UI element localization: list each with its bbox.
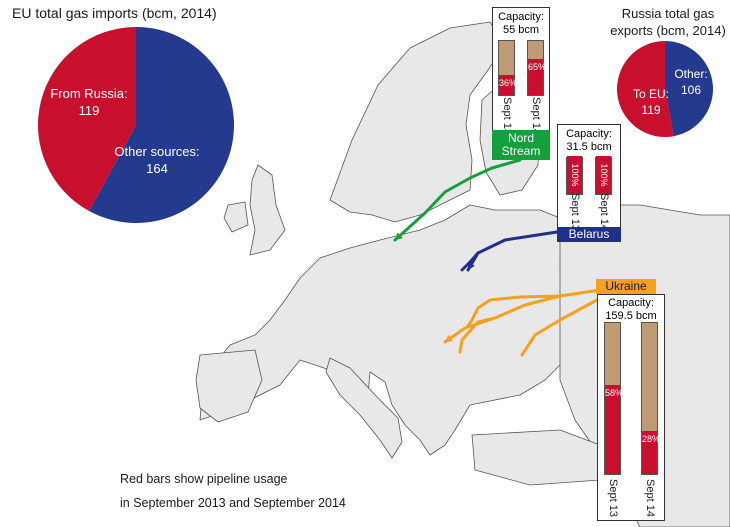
belarus-capacity-line1: Capacity: xyxy=(566,128,612,140)
nord-stream-panel: Capacity: 55 bcm 36% 65% Sept 13 Sept 14 xyxy=(492,7,550,154)
nord-stream-capacity-line2: 55 bcm xyxy=(502,24,540,36)
ukraine-panel: Capacity: 159.5 bcm 58% 28% Sept 13 Sept 1… xyxy=(597,294,665,521)
capacity-bar: 58% xyxy=(604,322,624,475)
usage-bar: 28% xyxy=(642,431,661,474)
ukraine-route-north xyxy=(466,294,562,328)
belarus-bars: 100% 100% xyxy=(566,156,612,195)
russia-eu-slice xyxy=(617,41,674,137)
russia-exports-pie xyxy=(617,41,714,137)
ukraine-route-south xyxy=(520,298,599,357)
usage-label: 28% xyxy=(642,434,661,445)
russia-eu-label-text: To EU: xyxy=(632,87,669,101)
russia-exports-title-line1: Russia total gas xyxy=(621,6,715,21)
eu-russia-slice xyxy=(38,27,136,212)
belarus-capacity-line2: 31.5 bcm xyxy=(566,141,612,153)
usage-bar: 100% xyxy=(596,156,611,194)
ukraine-tag: Ukraine xyxy=(596,279,656,294)
category-label: Sept 14 xyxy=(643,479,656,517)
footnote-line2: in September 2013 and September 2014 xyxy=(120,496,346,510)
belarus-tag: Belarus xyxy=(557,227,621,242)
footnote: Red bars show pipeline usage in Septembe… xyxy=(120,467,346,515)
italy-shape xyxy=(325,357,403,459)
eu-russia-label-text: From Russia: xyxy=(50,86,128,101)
capacity-bar: 65% xyxy=(527,40,547,96)
eu-imports-pie xyxy=(38,27,235,223)
russia-exports-title-line2: exports (bcm, 2014) xyxy=(610,23,726,38)
usage-label: 36% xyxy=(499,77,518,88)
ukraine-route-west xyxy=(458,316,497,354)
nord-stream-categories: Sept 13 Sept 14 xyxy=(498,97,544,135)
russia-exports-title: Russia total gas exports (bcm, 2014) xyxy=(610,5,726,39)
usage-bar: 65% xyxy=(528,58,547,95)
russia-other-value: 106 xyxy=(680,83,702,97)
russia-other-label: Other: 106 xyxy=(670,66,712,98)
usage-bar: 100% xyxy=(567,156,582,194)
capacity-bar: 36% xyxy=(498,40,518,96)
usage-bar: 58% xyxy=(605,385,624,474)
ukraine-capacity: Capacity: 159.5 bcm xyxy=(598,297,664,323)
capacity-bar: 100% xyxy=(566,156,583,195)
eu-imports-title: EU total gas imports (bcm, 2014) xyxy=(12,5,217,21)
nord-stream-capacity: Capacity: 55 bcm xyxy=(493,11,549,37)
belarus-panel: Capacity: 31.5 bcm 100% 100% Sept 13 Sept … xyxy=(557,124,621,241)
great-britain-shape xyxy=(249,164,286,256)
category-label: Sept 13 xyxy=(568,193,581,231)
belarus-route xyxy=(466,230,559,272)
nord-stream-bars: 36% 65% xyxy=(498,40,547,96)
nord-stream-capacity-line1: Capacity: xyxy=(498,11,544,23)
nord-stream-name-line2: Stream xyxy=(501,144,541,158)
usage-bar: 36% xyxy=(499,74,518,95)
russia-eu-value: 119 xyxy=(641,103,661,117)
eu-other-slice xyxy=(89,27,235,223)
ireland-shape xyxy=(223,201,249,233)
usage-label: 100% xyxy=(598,163,609,187)
belarus-route-branch xyxy=(460,251,480,272)
usage-label: 65% xyxy=(528,61,547,72)
nord-stream-tag: Nord Stream xyxy=(492,130,550,160)
eu-russia-label: From Russia: 119 xyxy=(48,85,130,119)
nord-stream-name-line1: Nord xyxy=(507,131,534,145)
russia-other-slice xyxy=(665,41,714,137)
usage-label: 100% xyxy=(569,163,580,187)
turkey-shape xyxy=(471,429,601,486)
footnote-line1: Red bars show pipeline usage xyxy=(120,472,288,486)
ukraine-capacity-line2: 159.5 bcm xyxy=(605,310,657,322)
ukraine-capacity-line1: Capacity: xyxy=(608,297,654,309)
nord-stream-route-arrow xyxy=(395,232,403,240)
ukraine-route-arrow xyxy=(445,334,453,342)
russia-other-label-text: Other: xyxy=(674,67,708,81)
eu-other-label: Other sources: 164 xyxy=(102,143,212,177)
iberia-shape xyxy=(195,349,263,423)
eu-other-label-text: Other sources: xyxy=(114,144,200,159)
category-label: Sept 13 xyxy=(606,479,619,517)
category-label: Sept 14 xyxy=(529,97,542,135)
russia-eu-label: To EU: 119 xyxy=(626,86,676,118)
eu-russia-value: 119 xyxy=(78,103,100,118)
belarus-capacity: Capacity: 31.5 bcm xyxy=(558,128,620,154)
eu-other-value: 164 xyxy=(146,161,168,176)
nord-stream-route xyxy=(393,158,522,242)
scandinavia-shape xyxy=(329,21,506,223)
category-label: Sept 14 xyxy=(597,193,610,231)
belarus-categories: Sept 13 Sept 14 xyxy=(566,193,612,231)
ukraine-categories: Sept 13 Sept 14 xyxy=(604,479,658,517)
category-label: Sept 13 xyxy=(500,97,513,135)
usage-label: 58% xyxy=(605,388,624,399)
ukraine-bars: 58% 28% xyxy=(604,322,661,475)
capacity-bar: 100% xyxy=(595,156,612,195)
capacity-bar: 28% xyxy=(641,322,661,475)
